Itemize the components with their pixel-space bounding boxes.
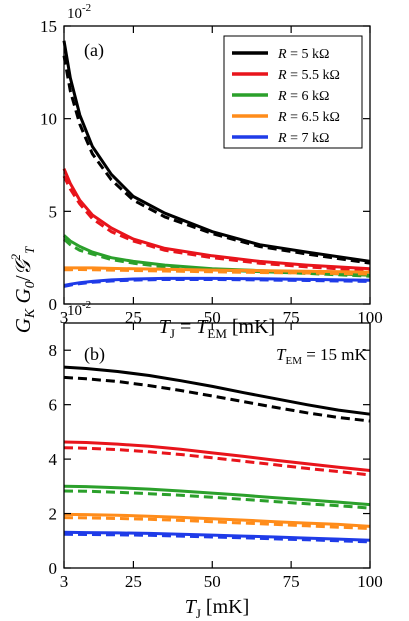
- panel-a-y-tick-label: 5: [49, 202, 58, 221]
- panel-a-label: (a): [84, 40, 104, 61]
- panel-b-x-axis-label: TJ [mK]: [185, 596, 250, 621]
- panel-a-frame: [63, 25, 371, 305]
- panel-a-x-tick-label: 3: [60, 308, 69, 327]
- panel-a-scale: 10-2: [67, 2, 91, 22]
- panel-b-frame: [63, 322, 371, 569]
- panel-b-curves: [63, 365, 371, 544]
- panel-b-series-4-dashed-line: [63, 516, 371, 530]
- panel-b-x-tick-label: 25: [125, 572, 142, 591]
- panel-a-y-tick-label: 10: [40, 110, 57, 129]
- panel-a: 3 25 50 75 100 0 5 10 15 (a) 10-2 R = 5 kΩ R = 5.…: [40, 2, 383, 341]
- panel-a-x-tick-label: 100: [357, 308, 383, 327]
- legend-entry: R = 5.5 kΩ: [277, 68, 340, 83]
- panel-b-series-2-solid-line: [63, 440, 371, 472]
- panel-b-series-1-dashed-line: [63, 375, 371, 423]
- legend-entry: R = 6.5 kΩ: [277, 110, 340, 125]
- panel-b-y-tick-label: 2: [49, 505, 58, 524]
- legend-entry: R = 7 kΩ: [277, 131, 329, 146]
- panel-a-series-1-solid-line: [62, 40, 371, 263]
- panel-b-scale: 10-2: [67, 299, 91, 319]
- panel-a-series-5-dashed-line: [63, 278, 371, 288]
- panel-a-series-2-solid-line: [62, 168, 371, 271]
- panel-b-y-tick-label: 0: [49, 559, 58, 578]
- panel-b-series-5-solid-line: [63, 530, 371, 542]
- legend: R = 5 kΩ R = 5.5 kΩ R = 6 kΩ R = 6.5 kΩ R = …: [223, 35, 363, 149]
- panel-a-x-tick-label: 75: [283, 308, 300, 327]
- panel-a-series-1-dashed-line: [62, 55, 371, 265]
- y-axis-label: GK G0/𝒢2T: [8, 246, 38, 333]
- legend-entry: R = 5 kΩ: [277, 47, 329, 62]
- panel-b-series-3-dashed-line: [63, 489, 371, 510]
- panel-a-y-tick-label: 15: [40, 17, 57, 36]
- panel-b-label: (b): [84, 344, 105, 365]
- panel-b-y-tick-label: 6: [49, 396, 58, 415]
- panel-a-series-4-dashed-line: [64, 268, 371, 276]
- panel-b-annotation: TEM = 15 mK: [276, 345, 368, 367]
- panel-b-series-4-solid-line: [63, 512, 371, 528]
- panel-b-series-3-solid-line: [63, 484, 371, 507]
- panel-b-series-2-dashed-line: [63, 446, 371, 477]
- legend-entry: R = 6 kΩ: [277, 89, 329, 104]
- panel-a-curves: [62, 40, 371, 288]
- panel-b: 3 25 50 75 100 0 2 4 6 8 (b) 10-2 TEM = 15 mK TJ …: [49, 299, 383, 621]
- panel-b-series-5-dashed-line: [63, 532, 371, 544]
- panel-b-y-tick-label: 8: [49, 341, 58, 360]
- panel-a-x-tick-label: 25: [125, 308, 142, 327]
- panel-a-series-2-dashed-line: [62, 175, 371, 273]
- panel-b-x-tick-label: 3: [60, 572, 69, 591]
- panel-b-y-tick-label: 4: [49, 450, 58, 469]
- panel-a-y-tick-label: 0: [49, 295, 58, 314]
- panel-b-x-tick-label: 75: [283, 572, 300, 591]
- panel-b-x-tick-label: 50: [204, 572, 221, 591]
- panel-b-x-tick-label: 100: [357, 572, 383, 591]
- panel-a-series-4-solid-line: [64, 266, 371, 274]
- panel-b-series-1-solid-line: [63, 365, 371, 416]
- panel-a-x-tick-label: 50: [204, 308, 221, 327]
